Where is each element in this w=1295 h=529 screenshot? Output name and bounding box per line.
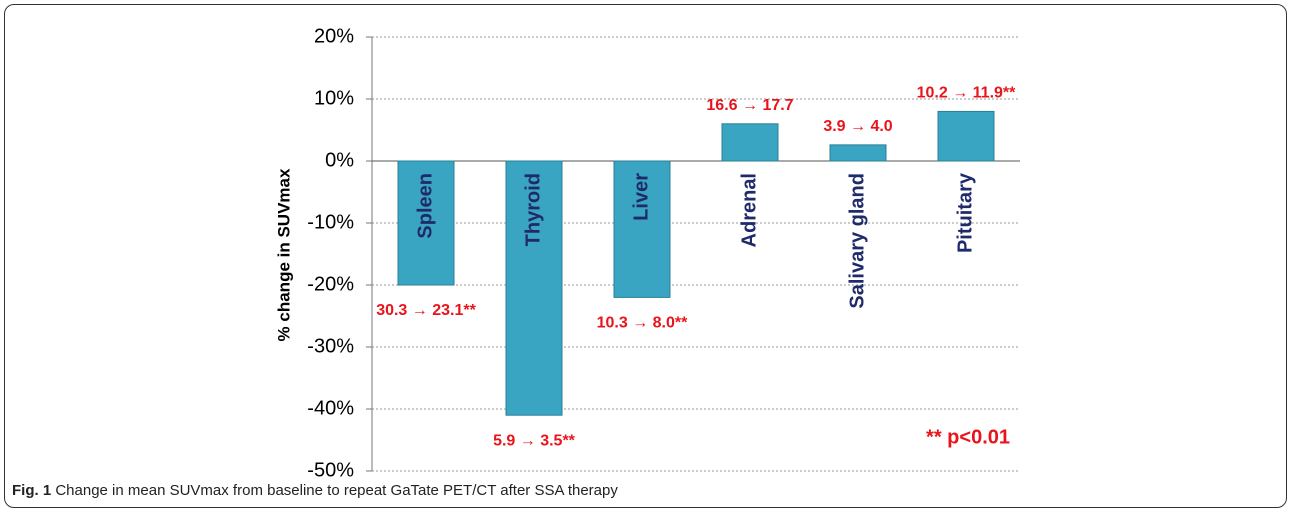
caption-label: Fig. 1 [12,482,52,499]
category-label: Adrenal [738,173,760,247]
bar [613,160,671,298]
category-label: Pituitary [954,172,976,253]
y-tick-label: 0% [325,149,354,171]
bar [505,160,563,416]
annotation: 10.2 → 11.9** [917,85,1017,102]
annotation: 10.3 → 8.0** [597,315,689,332]
y-tick-label: 10% [314,87,354,109]
y-tick-label: -30% [307,335,354,357]
category-label: Liver [630,173,652,221]
y-tick-label: 20% [314,25,354,47]
bar [937,110,995,162]
category-label: Spleen [414,173,436,239]
annotation: 5.9 → 3.5** [493,432,576,449]
bar [721,123,779,162]
bar [397,160,455,286]
y-tick-label: -50% [307,459,354,481]
y-axis-title: % change in SUVmax [274,168,293,341]
category-label: Thyroid [522,173,544,246]
category-label: Salivary gland [846,173,868,309]
bar [829,144,887,162]
figure-frame [4,4,1287,508]
annotation: 30.3 → 23.1** [376,302,476,319]
y-tick-label: -20% [307,273,354,295]
caption-text: Change in mean SUVmax from baseline to r… [55,482,618,499]
annotation: 16.6 → 17.7 [706,97,793,114]
annotation: 3.9 → 4.0 [823,118,892,135]
significance-note: ** p<0.01 [926,426,1010,448]
y-tick-label: -40% [307,397,354,419]
y-tick-label: -10% [307,211,354,233]
caption: Fig. 1 Change in mean SUVmax from baseli… [12,482,618,499]
